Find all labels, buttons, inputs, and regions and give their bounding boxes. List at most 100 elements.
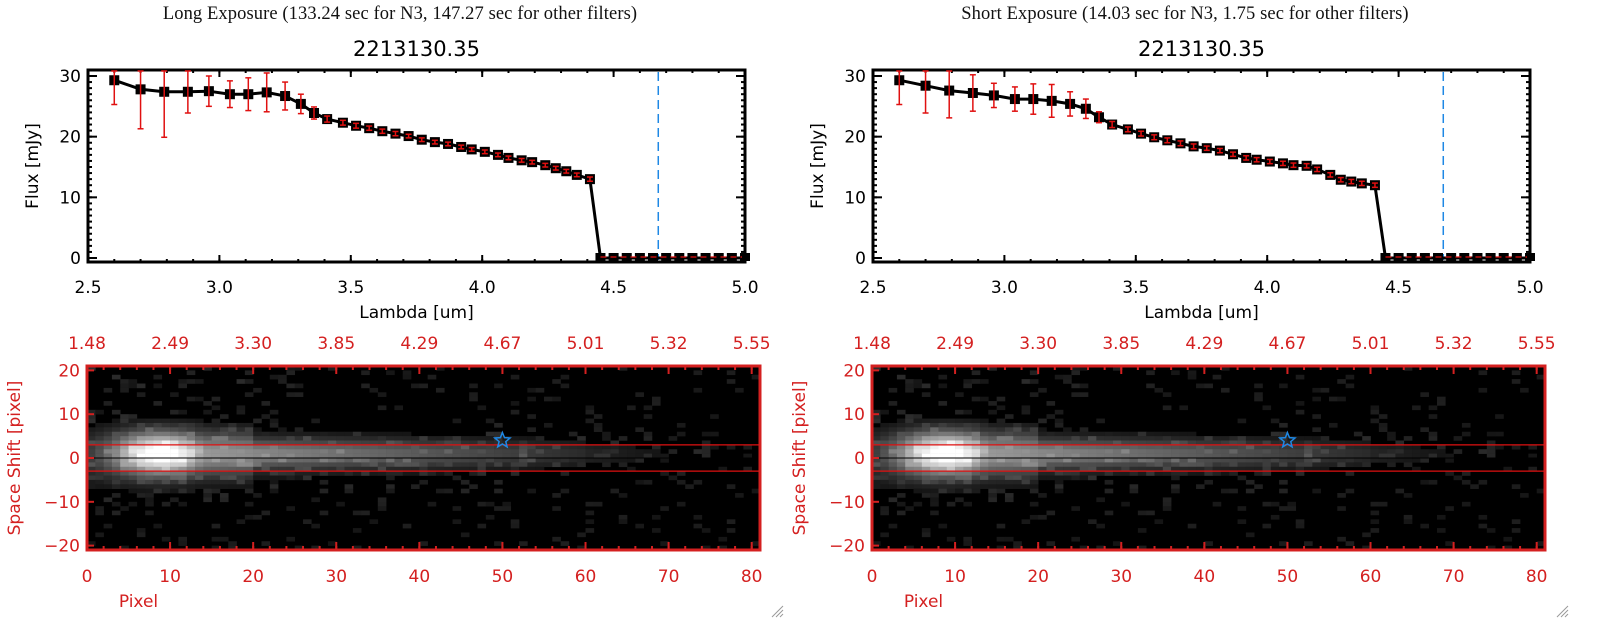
- image-pixel: [145, 427, 154, 433]
- image-pixel: [427, 440, 437, 446]
- image-pixel: [1079, 449, 1089, 454]
- image-pixel: [278, 471, 287, 476]
- image-pixel: [402, 370, 412, 376]
- image-pixel: [543, 422, 553, 428]
- image-pixel: [1029, 471, 1039, 476]
- image-pixel: [955, 479, 964, 485]
- image-pixel: [980, 418, 989, 424]
- image-pixel: [1154, 436, 1164, 441]
- image-pixel: [896, 449, 906, 454]
- image-pixel: [1046, 453, 1056, 459]
- image-pixel: [1004, 414, 1014, 419]
- image-pixel: [1146, 466, 1155, 472]
- image-pixel: [153, 484, 163, 489]
- image-pixel: [219, 427, 229, 433]
- y-tick-label: −20: [44, 537, 80, 557]
- image-pixel: [1262, 523, 1272, 529]
- image-pixel: [1171, 462, 1180, 468]
- image-pixel: [1104, 458, 1114, 463]
- image-pixel: [1038, 475, 1047, 481]
- image-pixel: [435, 488, 445, 494]
- image-pixel: [602, 458, 611, 463]
- image-pixel: [203, 431, 212, 437]
- image-pixel: [419, 453, 428, 459]
- image-pixel: [593, 449, 603, 454]
- image-pixel: [87, 414, 96, 419]
- image-pixel: [543, 440, 553, 446]
- image-pixel: [618, 458, 628, 463]
- image-pixel: [228, 541, 237, 546]
- image-pixel: [103, 497, 113, 503]
- image-pixel: [1270, 431, 1280, 437]
- image-pixel: [386, 471, 395, 476]
- image-pixel: [369, 431, 379, 437]
- image-pixel: [527, 453, 536, 459]
- image-pixel: [988, 466, 997, 472]
- resize-grip-icon[interactable]: [770, 604, 784, 618]
- image-pixel: [377, 444, 387, 450]
- image-pixel: [244, 514, 254, 520]
- resize-grip-icon[interactable]: [1555, 604, 1569, 618]
- flux-plot: 2213130.352.5 3.0 3.5 4.0 4.5 5.00102030Lambd…: [23, 37, 759, 323]
- image-pixel: [577, 532, 586, 538]
- image-pixel: [938, 440, 948, 446]
- image-pixel: [170, 392, 179, 397]
- image-pixel: [95, 431, 104, 437]
- image-pixel: [136, 436, 146, 441]
- image-pixel: [888, 484, 898, 489]
- image-pixel: [145, 462, 154, 468]
- image-pixel: [1511, 528, 1521, 533]
- image-pixel: [913, 440, 923, 446]
- image-pixel: [726, 444, 736, 450]
- image-pixel: [278, 453, 287, 459]
- image-pixel: [136, 475, 146, 481]
- image-pixel: [1054, 488, 1064, 494]
- image-pixel: [111, 449, 121, 454]
- image-pixel: [1054, 440, 1064, 446]
- image-pixel: [1320, 440, 1330, 446]
- image-pixel: [930, 449, 939, 454]
- image-pixel: [1295, 444, 1305, 450]
- image-pixel: [419, 541, 428, 546]
- image-pixel: [1295, 462, 1305, 468]
- image-pixel: [930, 422, 939, 428]
- image-pixel: [203, 401, 212, 406]
- image-pixel: [103, 440, 113, 446]
- image-pixel: [128, 440, 138, 446]
- image-pixel: [543, 444, 553, 450]
- image-pixel: [988, 497, 997, 503]
- image-pixel: [186, 370, 196, 376]
- top-wavelength-tick-label: 3.85: [317, 334, 355, 354]
- image-pixel: [128, 471, 138, 476]
- image-pixel: [477, 436, 487, 441]
- data-point: [1498, 253, 1509, 261]
- image-pixel: [211, 431, 221, 437]
- image-pixel: [294, 453, 304, 459]
- image-pixel: [369, 453, 379, 459]
- image-pixel: [896, 462, 906, 468]
- image-pixel: [294, 545, 304, 551]
- image-pixel: [888, 466, 898, 472]
- image-pixel: [996, 523, 1006, 529]
- image-pixel: [311, 458, 320, 463]
- image-pixel: [153, 479, 163, 485]
- image-pixel: [938, 453, 948, 459]
- image-pixel: [1212, 449, 1222, 454]
- image-pixel: [1378, 501, 1388, 507]
- image-pixel: [120, 418, 129, 424]
- image-pixel: [1179, 449, 1189, 454]
- image-pixel: [120, 466, 129, 472]
- image-pixel: [469, 383, 478, 389]
- image-pixel: [880, 444, 889, 450]
- y-tick-label: −20: [829, 537, 865, 557]
- image-pixel: [1370, 453, 1380, 459]
- image-pixel: [971, 444, 981, 450]
- image-pixel: [170, 409, 179, 415]
- image-pixel: [1362, 444, 1371, 450]
- image-pixel: [946, 488, 956, 494]
- image-pixel: [946, 418, 956, 424]
- image-pixel: [402, 436, 412, 441]
- image-pixel: [872, 366, 881, 371]
- image-pixel: [1079, 436, 1089, 441]
- image-pixel: [311, 466, 320, 472]
